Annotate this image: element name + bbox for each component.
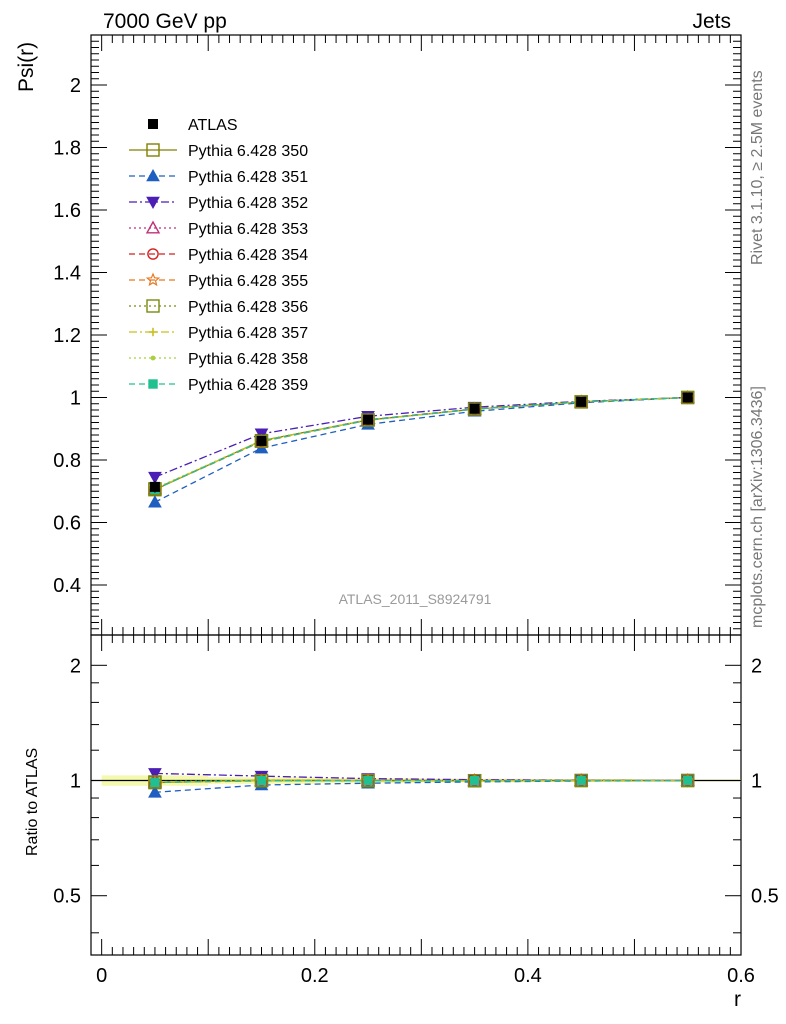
y-tick-label: 1.2	[53, 325, 81, 347]
series-point-2	[148, 471, 162, 485]
ratio-point-9	[469, 775, 480, 786]
legend-marker-4	[147, 248, 159, 260]
y-tick-label: 1.8	[53, 138, 81, 160]
legend-marker-7	[148, 327, 158, 337]
ratio-y-axis-title: Ratio to ATLAS	[24, 748, 41, 856]
ratio-point-9	[576, 775, 586, 786]
reference-point	[256, 435, 267, 446]
header-left: 7000 GeV pp	[103, 10, 227, 33]
y-tick-label: 0.4	[53, 575, 81, 597]
y-tick-label: 1.6	[53, 200, 81, 222]
legend-label-9: Pythia 6.428 359	[188, 377, 308, 394]
legend-label-5: Pythia 6.428 355	[188, 273, 308, 290]
ratio-line-8	[154, 779, 688, 783]
ratio-y-tick-label: 2	[70, 655, 81, 677]
ratio-y-tick-label-right: 2	[751, 655, 762, 677]
rivet-label: Rivet 3.1.10, ≥ 2.5M events	[749, 70, 766, 265]
x-tick-label: 0.6	[727, 965, 755, 987]
series-markers	[147, 389, 695, 798]
ratio-line-9	[154, 779, 688, 784]
ratio-y-tick-label-right: 1	[751, 771, 762, 793]
reference-point	[363, 414, 374, 425]
ratio-frame	[90, 634, 742, 956]
ratio-y-tick-label: 1	[70, 771, 81, 793]
legend-marker-1	[146, 168, 160, 182]
axis-ticks	[91, 34, 742, 955]
legend-marker-5	[145, 272, 161, 287]
x-tick-label: 0.2	[301, 965, 329, 987]
ratio-point-6	[681, 773, 695, 788]
ratio-point-6	[254, 774, 269, 788]
y-tick-label: 1	[70, 388, 81, 410]
series-point-6	[254, 434, 269, 448]
legend-marker-0	[146, 143, 160, 157]
legend-marker-2	[146, 196, 160, 210]
y-tick-label: 1.4	[53, 263, 81, 285]
ratio-y-tick-label-right: 0.5	[751, 886, 779, 908]
ratio-point-9	[363, 775, 373, 786]
series-lines	[154, 396, 688, 793]
legend-label-7: Pythia 6.428 357	[188, 325, 308, 342]
y-axis-title: Psi(r)	[15, 42, 38, 92]
legend-label-3: Pythia 6.428 353	[188, 221, 308, 238]
legend-label-8: Pythia 6.428 358	[188, 351, 308, 368]
ratio-y-tick-label: 0.5	[53, 886, 81, 908]
legend-label-2: Pythia 6.428 352	[188, 195, 308, 212]
series-line-1	[154, 396, 688, 503]
series-point-6	[361, 413, 375, 427]
ratio-point-6	[467, 773, 482, 788]
x-tick-label: 0	[96, 965, 107, 987]
x-tick-label: 0.4	[514, 965, 542, 987]
header-right: Jets	[692, 10, 731, 33]
series-point-1	[148, 495, 162, 508]
legend: ATLAS Pythia 6.428 350 Pythia 6.428 351 Pyt…	[129, 117, 308, 394]
ratio-point-6	[361, 773, 375, 788]
series-point-6	[467, 402, 482, 416]
legend-label-1: Pythia 6.428 351	[188, 169, 308, 186]
legend-marker-6	[146, 299, 160, 313]
reference-point	[682, 392, 693, 403]
reference-point	[469, 403, 480, 414]
series-line-2	[154, 396, 688, 478]
legend-marker-9	[148, 379, 158, 389]
series-line-7	[154, 396, 688, 490]
ratio-point-6	[574, 773, 588, 788]
ratio-point-6	[148, 775, 162, 789]
y-tick-label: 2	[70, 75, 81, 97]
y-tick-label: 0.6	[53, 513, 81, 535]
reference-point	[149, 481, 160, 492]
legend-marker-reference	[148, 119, 158, 129]
legend-label-6: Pythia 6.428 356	[188, 299, 308, 316]
legend-label-4: Pythia 6.428 354	[188, 247, 308, 264]
legend-label-0: Pythia 6.428 350	[188, 143, 308, 160]
ratio-point-9	[256, 776, 267, 786]
ratio-point-2	[148, 768, 162, 781]
axis-tick-labels: 0 0.2 0.4 0.6 0.4 0.6 0.8 1 1.2 1.4 1.6 1.8 2 0.5 0.5 1…	[53, 75, 779, 987]
legend-label-reference: ATLAS	[188, 117, 238, 134]
legend-marker-3	[145, 220, 161, 234]
legend-marker-8	[150, 355, 156, 361]
y-tick-label: 0.8	[53, 450, 81, 472]
reference-point	[576, 396, 587, 407]
ratio-point-9	[150, 777, 160, 788]
x-axis-title: r	[734, 988, 741, 1011]
mcplots-label: mcplots.cern.ch [arXiv:1306.3436]	[749, 386, 766, 628]
series-point-6	[681, 390, 695, 405]
ratio-point-9	[683, 775, 693, 786]
ratio-point-1	[148, 785, 162, 798]
series-point-6	[574, 395, 588, 409]
analysis-ref: ATLAS_2011_S8924791	[339, 591, 492, 607]
